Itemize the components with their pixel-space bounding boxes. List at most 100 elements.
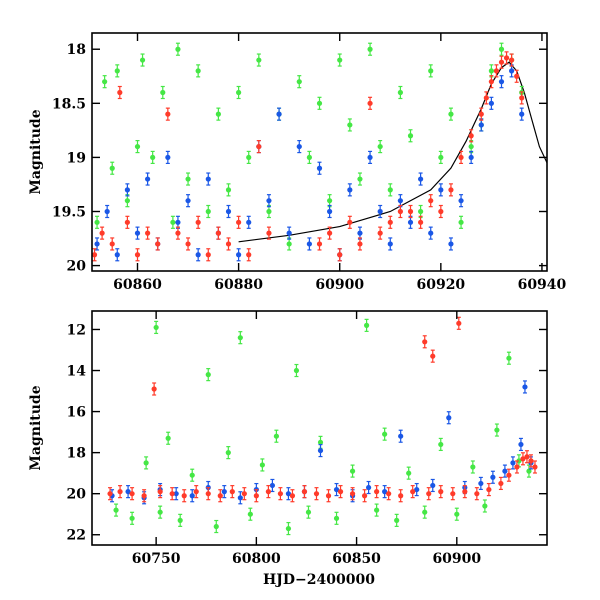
blue-data-point — [478, 476, 484, 491]
blue-data-point — [519, 107, 525, 121]
red-data-point — [195, 215, 201, 229]
red-data-point — [169, 487, 175, 501]
x-tick-label: 60850 — [332, 551, 381, 567]
blue-data-point — [134, 226, 141, 240]
red-data-point — [428, 194, 434, 208]
bottom-panel-ticks: 60750 60800 60850 60900 12 14 16 18 20 22 — [67, 311, 547, 567]
blue-data-point — [347, 183, 353, 197]
blue-data-point — [446, 411, 452, 425]
red-data-point — [430, 349, 436, 363]
red-data-point — [217, 489, 223, 503]
blue-data-point — [306, 237, 312, 251]
green-data-point — [256, 53, 262, 67]
x-tick-label: 60800 — [232, 551, 281, 567]
blue-data-point — [490, 470, 496, 484]
red-data-point — [193, 485, 199, 499]
green-data-point — [94, 215, 100, 229]
red-data-point — [438, 204, 444, 219]
y-tick-label: 18 — [67, 42, 86, 58]
green-data-point — [175, 42, 181, 56]
red-data-point — [349, 487, 356, 501]
green-data-point — [225, 183, 232, 197]
red-data-point — [519, 91, 525, 105]
red-data-point — [215, 226, 221, 240]
green-data-point — [113, 503, 119, 517]
green-data-point — [205, 204, 211, 219]
green-data-point — [266, 204, 272, 219]
red-data-point — [357, 237, 363, 251]
green-data-point — [215, 107, 221, 121]
red-data-point — [337, 485, 344, 499]
green-data-point — [382, 427, 388, 441]
red-data-point — [407, 204, 414, 219]
red-data-point — [514, 460, 520, 474]
red-data-point — [325, 489, 332, 503]
red-data-point — [462, 485, 468, 499]
red-data-point — [503, 51, 510, 65]
blue-data-point — [387, 237, 393, 251]
green-data-point — [143, 456, 149, 470]
red-data-point — [367, 96, 373, 110]
green-data-point — [189, 468, 195, 482]
blue-data-point — [236, 248, 242, 262]
top-panel-data-points — [92, 42, 547, 262]
blue-data-point — [418, 172, 424, 186]
red-data-point — [205, 248, 211, 262]
green-data-point — [438, 437, 444, 452]
green-data-point — [170, 215, 176, 229]
red-data-point — [498, 476, 504, 491]
red-data-point — [313, 487, 320, 501]
blue-data-point — [225, 204, 232, 219]
green-data-point — [397, 85, 403, 100]
blue-data-point — [448, 237, 454, 251]
red-data-point — [107, 487, 113, 501]
green-data-point — [236, 85, 242, 100]
blue-data-point — [498, 75, 505, 89]
green-data-point — [247, 507, 253, 521]
red-data-point — [316, 237, 323, 251]
red-data-point — [145, 226, 151, 240]
y-tick-label: 14 — [67, 364, 87, 380]
blue-data-point — [428, 226, 434, 240]
red-data-point — [117, 485, 123, 499]
red-data-point — [483, 91, 489, 105]
blue-data-point — [237, 491, 243, 505]
y-tick-label: 20 — [67, 487, 87, 503]
red-data-point — [468, 129, 474, 143]
red-data-point — [225, 237, 232, 251]
red-data-point — [266, 226, 272, 240]
red-data-point — [418, 215, 424, 229]
x-tick-label: 60860 — [113, 277, 162, 293]
red-data-point — [141, 489, 147, 503]
red-data-point — [165, 107, 171, 121]
blue-data-point — [522, 380, 528, 394]
blue-data-point — [285, 487, 292, 501]
red-data-point — [229, 485, 235, 499]
red-data-point — [486, 482, 492, 497]
green-data-point — [367, 42, 373, 56]
green-data-point — [374, 503, 380, 517]
green-data-point — [150, 150, 156, 165]
red-data-point — [347, 215, 353, 229]
green-data-point — [205, 368, 211, 382]
red-data-point — [361, 489, 368, 503]
blue-data-point — [366, 480, 372, 495]
green-data-point — [349, 464, 356, 478]
green-data-point — [195, 64, 201, 78]
green-data-point — [327, 194, 333, 208]
green-data-point — [129, 511, 135, 525]
y-tick-label: 18.5 — [52, 96, 86, 112]
green-data-point — [213, 519, 219, 534]
red-data-point — [514, 69, 520, 83]
red-data-point — [528, 454, 534, 468]
blue-data-point — [185, 194, 191, 208]
green-data-point — [177, 513, 183, 527]
y-tick-label: 19.5 — [52, 205, 86, 221]
green-data-point — [306, 150, 312, 165]
green-data-point — [494, 423, 500, 437]
green-data-point — [114, 64, 120, 78]
green-data-point — [406, 466, 412, 480]
red-data-point — [157, 485, 163, 499]
green-data-point — [333, 511, 340, 525]
blue-data-point — [189, 489, 195, 503]
